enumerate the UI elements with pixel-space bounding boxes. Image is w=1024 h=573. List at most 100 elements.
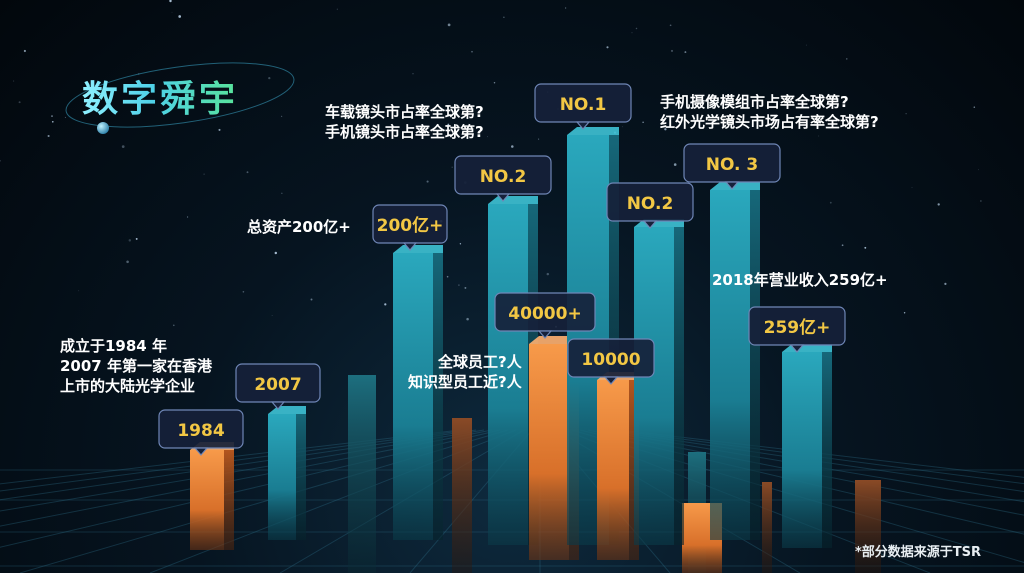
bar-label: 200亿+: [372, 204, 448, 251]
background-bar: [348, 375, 376, 573]
star: [78, 290, 80, 292]
star: [64, 116, 66, 118]
star: [818, 135, 820, 137]
star: [274, 251, 278, 255]
background-bar: [762, 482, 772, 573]
star: [126, 260, 129, 264]
bar-label-text: 40000+: [508, 304, 581, 324]
bar-side: [433, 253, 443, 540]
bar-label-text: NO.2: [480, 167, 527, 187]
star: [13, 80, 15, 82]
star: [171, 11, 173, 13]
star: [271, 315, 273, 316]
bar-label-text: 259亿+: [764, 317, 831, 338]
star: [493, 81, 496, 84]
description-line: 上市的大陆光学企业: [60, 377, 196, 395]
bar-label-text: 1984: [177, 421, 224, 441]
star: [905, 113, 907, 115]
star: [426, 180, 429, 183]
star: [466, 317, 469, 321]
star: [178, 15, 182, 18]
star: [281, 192, 283, 194]
star: [670, 49, 674, 52]
bar-label-text: 2007: [254, 375, 301, 395]
star: [458, 284, 460, 286]
star: [673, 163, 677, 166]
star: [280, 115, 283, 118]
star: [173, 324, 175, 327]
background-bar: [452, 418, 472, 573]
description-line: 2007 年第一家在香港: [60, 357, 212, 375]
grid-line: [0, 429, 477, 501]
planet-orbit-icon: [65, 62, 295, 134]
star: [446, 275, 449, 278]
bar-top: [567, 127, 619, 135]
star: [189, 99, 191, 101]
star: [841, 244, 844, 247]
bar-label-text: 200亿+: [377, 215, 444, 236]
star: [546, 272, 550, 276]
star: [538, 138, 540, 140]
bar-front: [710, 190, 750, 540]
bar-top: [488, 196, 538, 204]
star: [412, 72, 414, 75]
page-title: 数字舜宇: [82, 70, 238, 122]
bar-label: NO. 3: [683, 143, 781, 190]
star: [51, 120, 54, 123]
background-bars: [348, 375, 881, 573]
star: [805, 44, 807, 46]
star: [511, 145, 514, 148]
star: [622, 126, 623, 128]
bar-label-text: 10000: [581, 350, 640, 370]
description-revenue: 2018年营业收入259亿+: [712, 270, 888, 290]
star: [18, 101, 21, 104]
star: [564, 7, 567, 9]
star: [864, 246, 867, 249]
star: [503, 16, 505, 18]
bar-labels: 1984 2007 200亿+ NO.2 40000+ NO.1 10000 NO.2 NO. …: [158, 83, 846, 456]
star: [978, 169, 980, 171]
grid-line: [0, 429, 485, 512]
description-car-lens: 车载镜头市占率全球第? 手机镜头市占率全球第?: [325, 102, 484, 142]
background-bar: [855, 480, 881, 573]
star: [384, 303, 387, 306]
bar-label-pointer: [495, 193, 511, 202]
star: [336, 8, 338, 10]
description-camera-module: 手机摄像模组市占率全球第? 红外光学镜头市场占有率全球第?: [660, 92, 879, 132]
bar-label: NO.2: [606, 182, 694, 229]
star: [47, 134, 50, 138]
bar-label: 259亿+: [748, 306, 846, 353]
star: [121, 145, 125, 148]
bar-side: [296, 414, 306, 540]
star: [128, 239, 132, 242]
star: [664, 128, 667, 131]
star: [187, 216, 189, 218]
description-line: 红外光学镜头市场占有率全球第?: [660, 113, 879, 131]
description-line: 全球员工?人: [438, 353, 522, 371]
grid-line: [0, 429, 461, 485]
star: [169, 0, 172, 3]
description-line: 成立于1984 年: [60, 337, 167, 355]
bar: [710, 182, 760, 540]
bar-label-pointer: [575, 121, 591, 130]
star: [310, 298, 313, 301]
star: [973, 106, 976, 108]
bar-label-pointer: [537, 330, 553, 339]
bar: [190, 442, 234, 550]
bar-label: NO.1: [534, 83, 632, 130]
bar-side: [750, 190, 760, 540]
star: [937, 203, 940, 206]
star: [203, 173, 205, 175]
star: [631, 32, 633, 34]
star: [135, 237, 138, 240]
bar-label-pointer: [270, 401, 286, 410]
star: [642, 121, 644, 123]
bar-label-pointer: [724, 181, 740, 190]
bar-label-pointer: [402, 242, 418, 251]
star: [447, 23, 451, 27]
description-line: 车载镜头市占率全球第?: [325, 103, 484, 121]
bar-label-pointer: [642, 220, 658, 229]
star: [242, 290, 245, 293]
